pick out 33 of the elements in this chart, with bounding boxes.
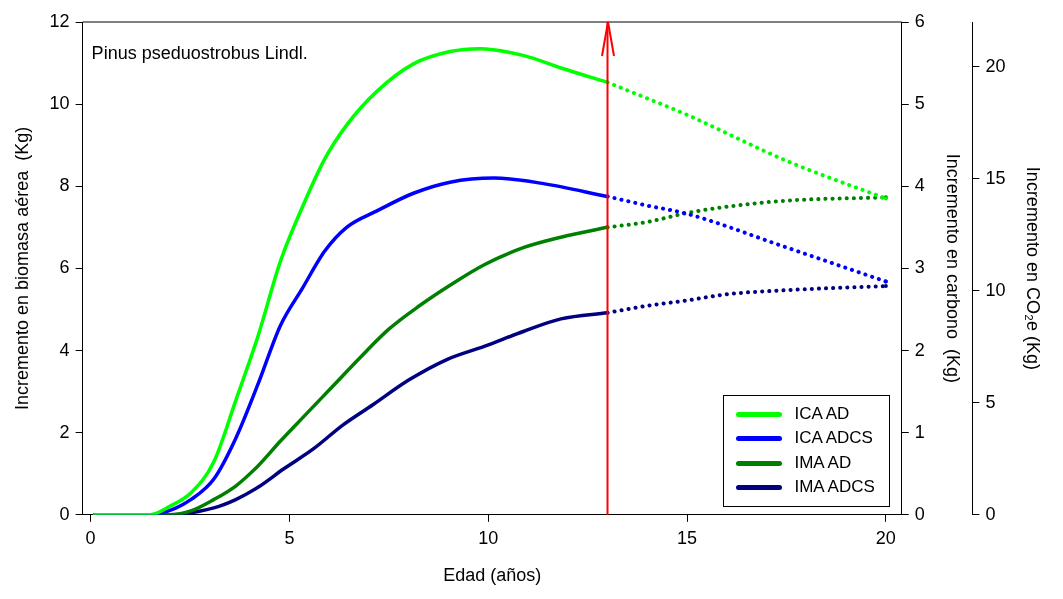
y-tick-label: 12 [49,10,70,31]
x-tick-label: 15 [677,527,698,548]
x-tick-label: 20 [875,527,896,548]
y3-tick-label: 10 [985,279,1006,300]
legend-label: IMA ADCS [794,476,875,499]
y2-tick-label: 0 [914,503,925,524]
y3-tick-label: 20 [985,55,1006,76]
y-axis-title: Incremento en biomasa aérea (Kg) [11,126,32,410]
y2-tick-label: 5 [914,93,925,114]
x-tick-label: 0 [85,527,96,548]
y-tick-label: 10 [49,93,70,114]
y2-tick-label: 6 [914,10,925,31]
y2-tick-label: 2 [914,339,925,360]
y2-tick-label: 3 [914,257,925,278]
legend-label: IMA AD [794,451,852,474]
y-tick-label: 8 [59,175,70,196]
legend-label: ICA AD [794,402,850,425]
y2-axis-title: Incremento en carbono (Kg) [942,153,963,383]
y2-tick-label: 1 [914,421,925,442]
x-axis-title: Edad (años) [443,565,542,586]
y3-tick-label: 0 [985,503,996,524]
annotation: Pinus pseduostrobus Lindl. [91,42,308,63]
y-tick-label: 4 [59,339,70,360]
y3-axis-title: Incremento en CO₂e (Kg) [1023,166,1044,370]
y-tick-label: 2 [59,421,70,442]
y3-tick-label: 15 [985,167,1006,188]
x-tick-label: 10 [478,527,499,548]
y-tick-label: 0 [59,503,70,524]
legend-label: ICA ADCS [794,427,873,450]
y-tick-label: 6 [59,257,70,278]
y3-tick-label: 5 [985,391,996,412]
x-tick-label: 5 [284,527,295,548]
y2-tick-label: 4 [914,175,925,196]
